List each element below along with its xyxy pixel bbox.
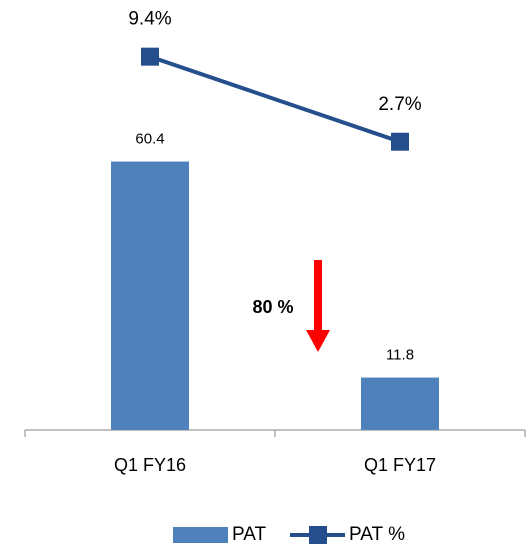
arrow-shaft xyxy=(314,260,322,330)
line-value-label: 2.7% xyxy=(378,94,421,115)
legend-label: PAT xyxy=(232,524,267,545)
bar xyxy=(361,377,439,430)
bar xyxy=(111,161,189,431)
arrow-head xyxy=(306,330,330,352)
legend-marker xyxy=(309,526,327,544)
legend-swatch xyxy=(173,527,228,543)
line-marker xyxy=(391,132,409,151)
line xyxy=(149,54,401,144)
down-arrow xyxy=(306,260,330,352)
annotation: 80 % xyxy=(252,297,293,317)
x-tick-label: Q1 FY17 xyxy=(364,455,436,475)
bar-value-label: 60.4 xyxy=(135,131,164,148)
line-value-label: 9.4% xyxy=(128,9,171,30)
legend-label: PAT % xyxy=(349,524,405,545)
bar-value-label: 11.8 xyxy=(386,347,414,364)
line-marker xyxy=(141,47,159,66)
x-tick-label: Q1 FY16 xyxy=(114,455,186,475)
